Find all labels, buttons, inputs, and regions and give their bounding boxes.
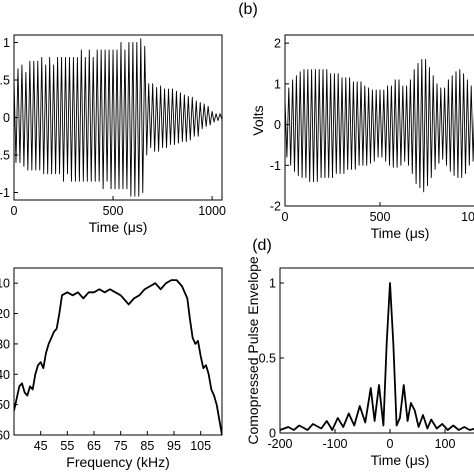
x-tick-label: 75 [114, 439, 128, 453]
y-tick-label: -50 [0, 398, 10, 412]
y-tick-label: -20 [0, 307, 10, 321]
y-tick-label: 0 [274, 118, 281, 132]
signal-line [280, 282, 474, 431]
y-tick-label: -2 [270, 200, 281, 214]
y-tick-label: -1 [270, 159, 281, 173]
y-tick-label: 0.5 [259, 352, 276, 366]
y-tick-label: 2 [274, 37, 281, 51]
y-axis-label: Volts [250, 105, 266, 135]
panel-label: (d) [252, 237, 272, 254]
x-tick-label: -100 [322, 437, 347, 451]
y-tick-label: -10 [0, 277, 10, 291]
y-tick-label: -40 [0, 368, 10, 382]
x-axis-label: Time (μs) [89, 219, 148, 235]
x-tick-label: 105 [190, 439, 211, 453]
x-tick-label: 1000 [198, 204, 226, 218]
x-tick-label: 0 [282, 210, 289, 224]
x-axis-label: Time (μs) [371, 452, 430, 468]
y-tick-label: 0.5 [0, 74, 10, 88]
y-tick-label: -60 [0, 429, 10, 443]
panel-label: (b) [238, 1, 258, 18]
y-tick-label: 0 [3, 111, 10, 125]
x-tick-label: 65 [87, 439, 101, 453]
x-tick-label: 55 [60, 439, 74, 453]
x-tick-label: 100 [435, 437, 456, 451]
x-tick-label: 1000 [461, 210, 474, 224]
axes-box [13, 267, 223, 436]
x-tick-label: 95 [167, 439, 181, 453]
y-tick-label: 1 [274, 77, 281, 91]
x-tick-label: 500 [370, 210, 391, 224]
signal-line [285, 58, 474, 193]
y-tick-label: 1 [269, 277, 276, 291]
x-tick-label: -200 [267, 437, 292, 451]
y-axis-label: Comopressed Pulse Envelope [245, 256, 261, 445]
y-tick-label: 0 [269, 427, 276, 441]
y-tick-label: -0.5 [0, 149, 10, 163]
axes-box [284, 34, 474, 207]
x-tick-label: 500 [103, 204, 124, 218]
x-tick-label: 45 [34, 439, 48, 453]
x-axis-label: Time (μs) [371, 225, 430, 241]
x-tick-label: 0 [11, 204, 18, 218]
signal-line [14, 38, 222, 197]
signal-line [14, 279, 222, 435]
x-tick-label: 85 [140, 439, 154, 453]
x-tick-label: 0 [387, 437, 394, 451]
x-axis-label: Frequency (kHz) [66, 454, 169, 470]
y-tick-label: -1 [0, 186, 10, 200]
y-tick-label: 1 [3, 36, 10, 50]
y-tick-label: -30 [0, 337, 10, 351]
